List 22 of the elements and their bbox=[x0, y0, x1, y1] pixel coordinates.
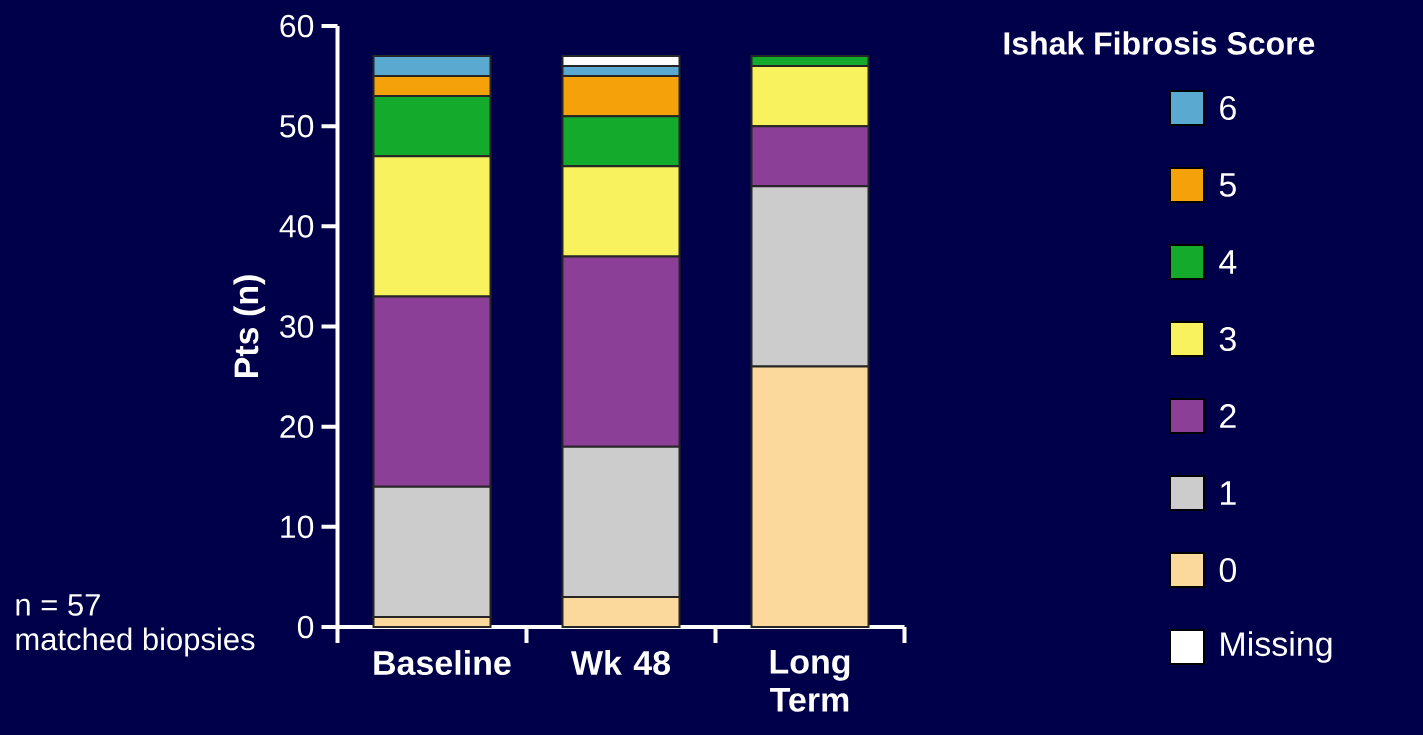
legend-label: 3 bbox=[1219, 326, 1236, 352]
y-tick-label: 30 bbox=[280, 315, 314, 338]
y-tick-label: 60 bbox=[280, 14, 314, 38]
x-tick-label: Wk 48 bbox=[570, 650, 671, 676]
y-tick-label: 10 bbox=[281, 515, 314, 539]
y-tick-label: 40 bbox=[279, 215, 314, 238]
legend-label: 5 bbox=[1219, 173, 1236, 197]
legend-label: 0 bbox=[1219, 557, 1237, 583]
legend-label: 1 bbox=[1221, 481, 1236, 505]
y-tick-label: 50 bbox=[280, 114, 314, 138]
y-tick-label: 20 bbox=[280, 415, 314, 438]
x-tick-label: Baseline bbox=[374, 650, 511, 676]
x-tick-label: Long Term bbox=[770, 650, 850, 712]
y-tick-label: 0 bbox=[297, 615, 314, 639]
y-axis-title: Pts (n) bbox=[233, 275, 266, 378]
legend-label: 2 bbox=[1220, 404, 1236, 428]
text: n = 57 bbox=[16, 594, 100, 616]
legend-title: Ishak Fibrosis Score bbox=[1004, 31, 1315, 55]
text: matched biopsies bbox=[16, 627, 255, 657]
legend-label: 4 bbox=[1219, 250, 1237, 274]
legend-label: Missing bbox=[1221, 631, 1332, 663]
legend-label: 6 bbox=[1220, 95, 1236, 121]
